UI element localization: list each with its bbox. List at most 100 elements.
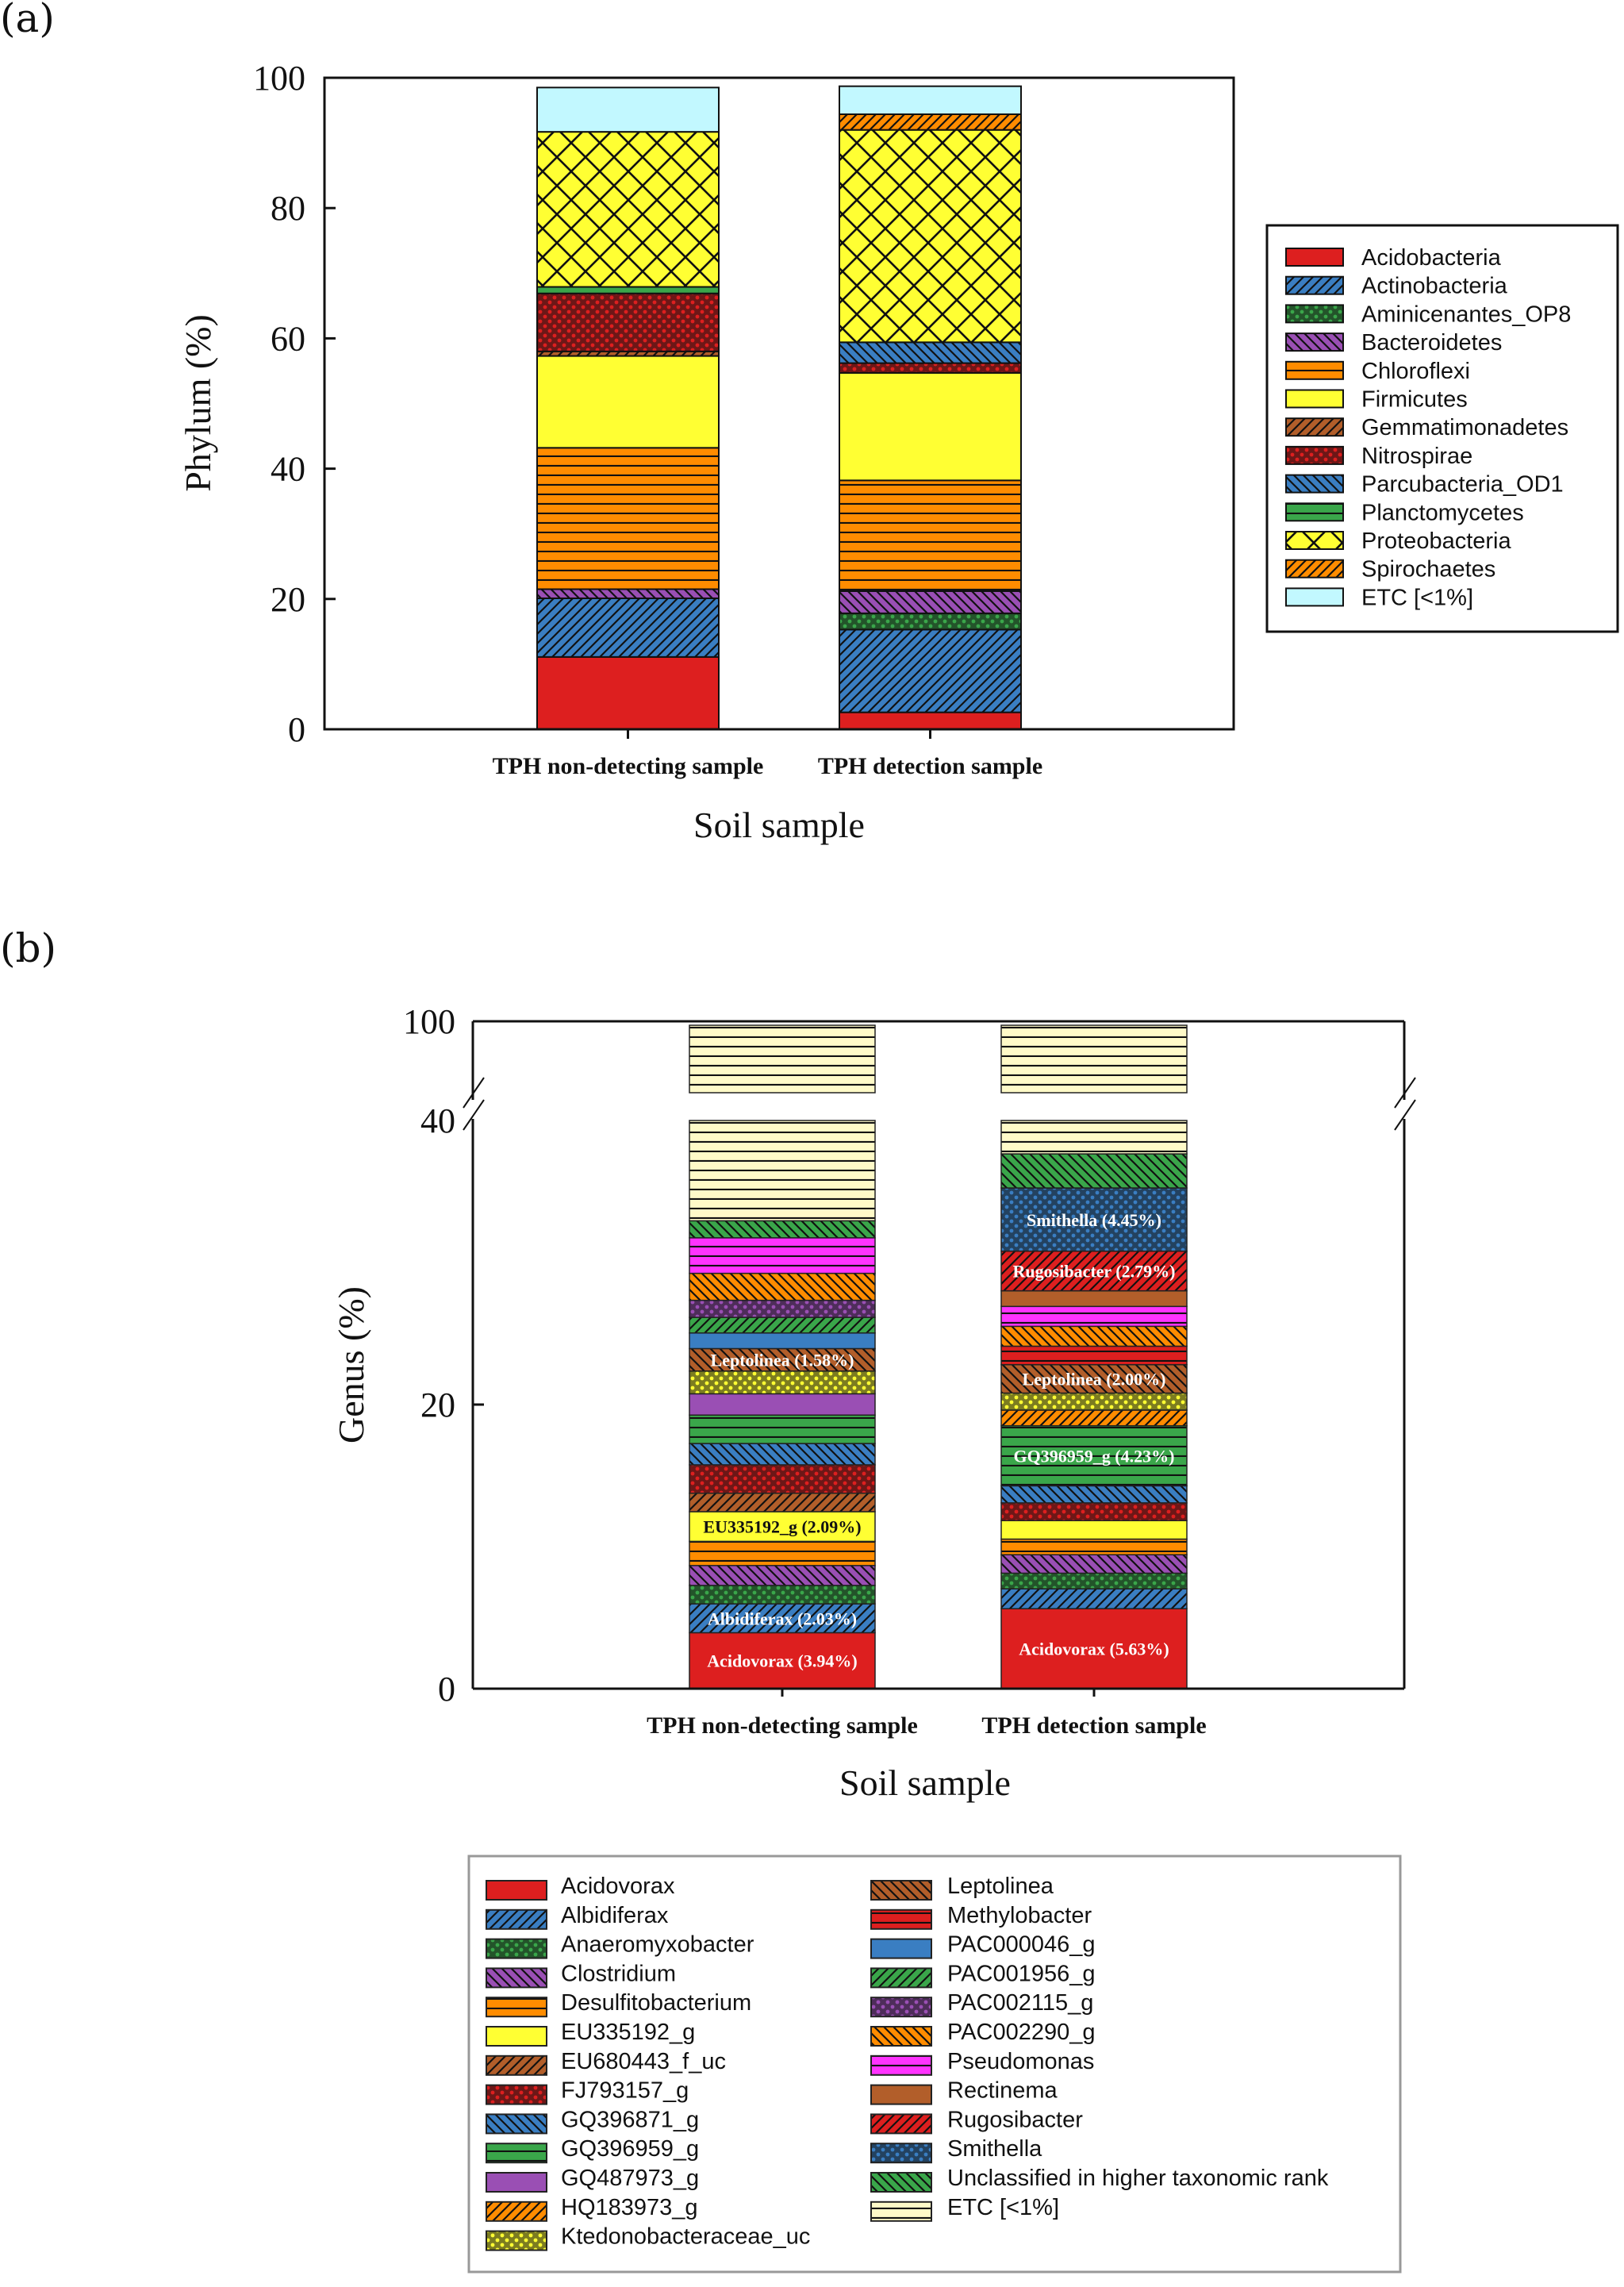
- legend-label: Spirochaetes: [1361, 557, 1495, 582]
- legend-item-albidiferax: Albidiferax: [486, 1903, 669, 1930]
- legend-swatch: [870, 1880, 932, 1901]
- panel-label-a: (a): [0, 0, 55, 41]
- bar-segment-pac002290-g: [1000, 1325, 1188, 1347]
- panel-b-genus-chart: (b) Acidovorax (3.94%) Albidiferax (2.03%…: [0, 925, 1416, 2274]
- legend-item-gq487973-g: GQ487973_g: [486, 2166, 699, 2193]
- legend-swatch: [870, 1967, 932, 1989]
- legend-label: Gemmatimonadetes: [1361, 415, 1568, 440]
- bar-segment-firmicutes: [536, 355, 720, 449]
- legend-swatch: [870, 1938, 932, 1959]
- legend-swatch: [1285, 304, 1344, 324]
- bar-segment-rugosibacter: [1000, 1250, 1188, 1292]
- legend-item-gemmatimonadetes: Gemmatimonadetes: [1285, 415, 1568, 440]
- legend-item-acidobacteria: Acidobacteria: [1285, 245, 1502, 271]
- x-tick-label: TPH detection sample: [818, 753, 1042, 779]
- x-axis-ticks-b: TPH non-detecting sample TPH detection sa…: [647, 1689, 1207, 1739]
- legend-item-bacteroidetes: Bacteroidetes: [1285, 330, 1502, 356]
- y-tick-label: 60: [271, 319, 305, 358]
- bar-segment-pac001956-g: [689, 1316, 876, 1334]
- bar-segment-parcubacteria-od1: [839, 341, 1022, 364]
- x-axis-ticks-a: TPH non-detecting sample TPH detection sa…: [493, 729, 1042, 779]
- bar-segment-desulfitobacterium: [689, 1540, 876, 1566]
- legend-item-hq183973-g: HQ183973_g: [486, 2195, 698, 2222]
- plot-frame-a: [323, 76, 1235, 731]
- legend-item-acidovorax: Acidovorax: [486, 1874, 675, 1901]
- legend-swatch: [486, 2113, 547, 2135]
- bar-segment-aminicenantes-op8: [839, 612, 1022, 631]
- legend-swatch: [870, 2143, 932, 2164]
- legend-swatch: [870, 2054, 932, 2076]
- legend-swatch: [486, 1938, 547, 1959]
- legend-label: Rectinema: [947, 2078, 1058, 2104]
- legend-label: PAC001956_g: [947, 1961, 1096, 1986]
- legend-swatch: [870, 2084, 932, 2105]
- legend-label: FJ793157_g: [561, 2078, 689, 2104]
- legend-swatch: [1285, 360, 1344, 380]
- legend-swatch: [486, 2054, 547, 2076]
- legend-frame-b: [467, 1855, 1402, 2274]
- legend-swatch: [1285, 587, 1344, 607]
- legend-label: EU335192_g: [561, 2020, 695, 2045]
- legend-item-proteobacteria: Proteobacteria: [1285, 529, 1511, 554]
- legend-a: Acidobacteria Actinobacteria Aminicenantes…: [1265, 224, 1619, 633]
- legend-item-eu680443-f-uc: EU680443_f_uc: [486, 2049, 726, 2076]
- bar-segment-planctomycetes: [536, 286, 720, 294]
- y-tick-label: 80: [271, 189, 305, 228]
- bar-segment-albidiferax: [689, 1603, 876, 1634]
- bar-segment-acidovorax: [1000, 1608, 1188, 1689]
- y-tick-label: 0: [288, 710, 305, 749]
- legend-item-pac000046-g: PAC000046_g: [870, 1932, 1096, 1959]
- legend-swatch: [870, 1908, 932, 1930]
- legend-label: Ktedonobacteraceae_uc: [561, 2224, 810, 2250]
- bar-segment-anaeromyxobacter: [689, 1585, 876, 1605]
- panel-a-phylum-chart: (a) 0 20 40 60 80 100 TPH non-detecting sampl…: [0, 0, 1619, 845]
- bar-segment-rectinema: [1000, 1290, 1188, 1308]
- x-tick-label: TPH detection sample: [981, 1712, 1206, 1739]
- bar-segment-spirochaetes: [839, 113, 1022, 131]
- bar-segment-leptolinea: [1000, 1363, 1188, 1394]
- bar-segment-gq396959-g: [1000, 1424, 1188, 1487]
- bar-segment-pseudomonas: [1000, 1305, 1188, 1328]
- legend-swatch: [870, 2172, 932, 2193]
- legend-label: Anaeromyxobacter: [561, 1932, 754, 1958]
- segment-data-label: EU335192_g (2.09%): [703, 1517, 861, 1537]
- legend-item-gq396871-g: GQ396871_g: [486, 2107, 699, 2135]
- bar-segment-bacteroidetes: [536, 588, 720, 599]
- bar-segment-ktedonobacteraceae-uc: [689, 1370, 876, 1395]
- legend-label: Desulfitobacterium: [561, 1990, 751, 2016]
- y-axis-title-a: Phylum (%): [178, 314, 218, 492]
- bar-segment-gq396871-g: [689, 1443, 876, 1466]
- bar-segment-chloroflexi: [536, 447, 720, 590]
- bar-segment-nitrospirae: [536, 292, 720, 352]
- legend-label: GQ396871_g: [561, 2107, 699, 2132]
- legend-label: Albidiferax: [561, 1903, 669, 1928]
- legend-label: ETC [<1%]: [947, 2195, 1059, 2220]
- legend-item-firmicutes: Firmicutes: [1285, 387, 1468, 413]
- legend-label: Clostridium: [561, 1961, 676, 1986]
- bar-segment-etc-1-upper: [689, 1024, 876, 1094]
- legend-label: EU680443_f_uc: [561, 2049, 726, 2074]
- legend-item-pseudomonas: Pseudomonas: [870, 2049, 1094, 2076]
- legend-swatch: [1285, 502, 1344, 522]
- legend-swatch: [486, 1997, 547, 2018]
- legend-label: Smithella: [947, 2136, 1042, 2162]
- legend-swatch: [870, 2201, 932, 2222]
- bar-segment-fj793157-g: [689, 1464, 876, 1494]
- legend-b: Acidovorax Albidiferax Anaeromyxobacter Clo…: [467, 1855, 1402, 2274]
- legend-label: GQ396959_g: [561, 2136, 699, 2162]
- legend-item-desulfitobacterium: Desulfitobacterium: [486, 1990, 751, 2018]
- legend-swatch: [1285, 531, 1344, 550]
- x-tick-label: TPH non-detecting sample: [647, 1712, 918, 1739]
- legend-item-parcubacteria-od1: Parcubacteria_OD1: [1285, 472, 1564, 498]
- legend-item-anaeromyxobacter: Anaeromyxobacter: [486, 1932, 754, 1959]
- legend-label: Acidovorax: [561, 1874, 675, 1899]
- y-axis-ticks-a: 0 20 40 60 80 100: [253, 59, 336, 749]
- legend-item-leptolinea: Leptolinea: [870, 1874, 1054, 1901]
- legend-swatch: [486, 1908, 547, 1930]
- legend-item-chloroflexi: Chloroflexi: [1285, 359, 1470, 384]
- legend-swatch: [870, 1997, 932, 2018]
- legend-item-pac001956-g: PAC001956_g: [870, 1961, 1096, 1989]
- legend-label: Proteobacteria: [1361, 529, 1511, 554]
- legend-swatch: [870, 2113, 932, 2135]
